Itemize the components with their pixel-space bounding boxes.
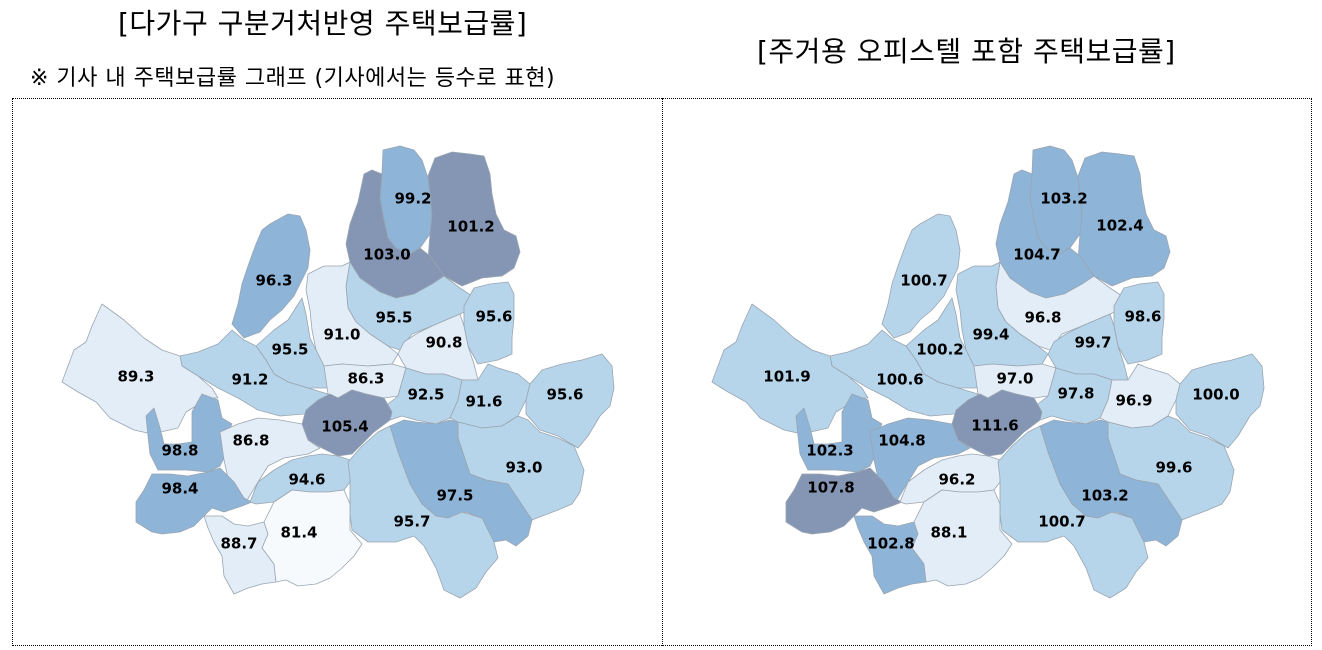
district-nowon[interactable] (427, 151, 521, 287)
right-map-title: [주거용 오피스텔 포함 주택보급률] (757, 35, 1176, 68)
value-label: 104.8 (878, 432, 925, 450)
district-seongdong[interactable] (387, 367, 463, 425)
value-label: 88.7 (220, 535, 257, 553)
value-label: 103.0 (363, 246, 410, 264)
value-label: 100.7 (1038, 513, 1085, 531)
district-seocho[interactable] (347, 425, 499, 599)
value-label: 86.3 (347, 370, 384, 388)
value-label: 100.6 (876, 371, 923, 389)
district-dongjak[interactable] (899, 453, 1001, 505)
district-gwanak[interactable] (261, 489, 363, 587)
value-label: 94.6 (288, 471, 325, 489)
value-label: 107.8 (807, 479, 854, 497)
right-choropleth-map: 103.2 102.4 104.7 100.7 96.8 99.4 98.6 9… (711, 145, 1265, 599)
districts-left (61, 145, 615, 599)
district-gangseo[interactable] (711, 303, 869, 435)
value-label: 96.2 (938, 471, 975, 489)
value-label: 99.6 (1155, 459, 1192, 477)
value-label: 100.2 (916, 341, 963, 359)
district-eunpyeong[interactable] (231, 213, 311, 339)
value-label: 96.3 (255, 272, 292, 290)
district-guro[interactable] (135, 467, 253, 535)
district-gangdong[interactable] (525, 353, 615, 449)
value-label: 103.2 (1081, 487, 1128, 505)
value-label: 95.5 (375, 309, 412, 327)
value-label: 98.4 (161, 480, 198, 498)
labels-left: 99.2 101.2 103.0 96.3 95.5 91.0 95.6 90.… (117, 190, 583, 553)
value-label: 101.2 (447, 218, 494, 236)
value-label: 100.7 (900, 272, 947, 290)
value-label: 88.1 (930, 524, 967, 542)
frame-divider (662, 98, 663, 646)
value-label: 101.9 (763, 368, 810, 386)
district-gwangjin[interactable] (1099, 363, 1181, 429)
value-label: 99.4 (972, 326, 1009, 344)
value-label: 96.8 (1024, 309, 1061, 327)
labels-right: 103.2 102.4 104.7 100.7 96.8 99.4 98.6 9… (763, 190, 1239, 553)
left-map-note: ※ 기사 내 주택보급률 그래프 (기사에서는 등수로 표현) (30, 66, 556, 91)
value-label: 92.5 (407, 386, 444, 404)
value-label: 105.4 (321, 418, 368, 436)
value-label: 95.7 (393, 513, 430, 531)
districts-right (711, 145, 1265, 599)
value-label: 98.8 (161, 442, 198, 460)
value-label: 97.5 (436, 487, 473, 505)
district-gwangjin[interactable] (449, 363, 531, 429)
value-label: 97.0 (996, 370, 1033, 388)
district-gangseo[interactable] (61, 303, 219, 435)
value-label: 97.8 (1057, 385, 1094, 403)
value-label: 93.0 (505, 459, 542, 477)
left-choropleth-map: 99.2 101.2 103.0 96.3 95.5 91.0 95.6 90.… (61, 145, 615, 599)
value-label: 91.0 (323, 326, 360, 344)
district-gwanak[interactable] (911, 489, 1013, 587)
district-seongdong[interactable] (1037, 367, 1113, 425)
district-eunpyeong[interactable] (881, 213, 961, 339)
value-label: 111.6 (971, 417, 1018, 435)
value-label: 103.2 (1040, 190, 1087, 208)
value-label: 91.2 (231, 371, 268, 389)
value-label: 89.3 (117, 368, 154, 386)
district-geumcheon[interactable] (203, 515, 277, 595)
value-label: 86.8 (232, 432, 269, 450)
value-label: 96.9 (1115, 392, 1152, 410)
value-label: 98.6 (1124, 308, 1161, 326)
district-nowon[interactable] (1077, 151, 1171, 287)
district-mapo[interactable] (829, 329, 979, 417)
left-map-title: [다가구 구분거처반영 주택보급률] (118, 7, 528, 40)
value-label: 90.8 (425, 334, 462, 352)
value-label: 104.7 (1013, 246, 1060, 264)
value-label: 102.8 (867, 535, 914, 553)
value-label: 95.5 (271, 341, 308, 359)
value-label: 102.3 (806, 442, 853, 460)
value-label: 99.2 (394, 190, 431, 208)
district-mapo[interactable] (179, 329, 329, 417)
district-dongjak[interactable] (249, 453, 351, 505)
district-guro[interactable] (785, 467, 903, 535)
value-label: 102.4 (1096, 217, 1143, 235)
district-geumcheon[interactable] (853, 515, 927, 595)
district-gangdong[interactable] (1175, 353, 1265, 449)
value-label: 95.6 (475, 308, 512, 326)
district-yangcheon[interactable] (145, 393, 233, 473)
value-label: 100.0 (1192, 386, 1239, 404)
value-label: 95.6 (546, 386, 583, 404)
value-label: 81.4 (280, 524, 317, 542)
value-label: 99.7 (1074, 334, 1111, 352)
district-seocho[interactable] (997, 425, 1149, 599)
value-label: 91.6 (465, 393, 502, 411)
district-yangcheon[interactable] (795, 393, 883, 473)
